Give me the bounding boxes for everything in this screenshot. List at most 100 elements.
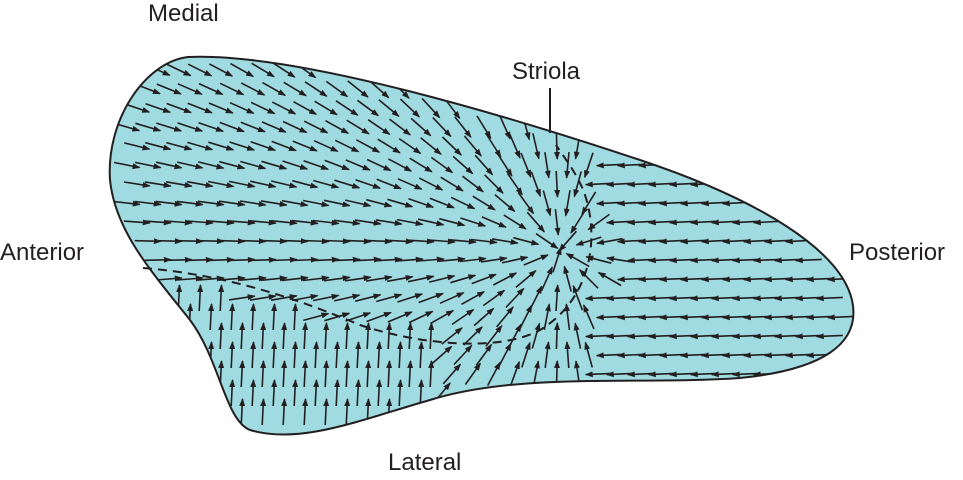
polarity-arrow (113, 200, 141, 207)
polarity-arrow (365, 275, 393, 282)
polarity-arrow (155, 200, 183, 207)
polarity-arrow (313, 379, 320, 407)
polarity-arrow (144, 181, 172, 188)
polarity-arrow (271, 180, 298, 189)
polarity-arrow (563, 190, 571, 217)
polarity-arrow (156, 83, 182, 95)
polarity-arrow (544, 152, 551, 179)
polarity-arrow (271, 140, 297, 152)
polarity-arrow (177, 83, 203, 95)
polarity-arrow (292, 140, 318, 152)
polarity-arrow (250, 341, 257, 369)
polarity-arrow (464, 362, 481, 386)
polarity-arrow (239, 200, 267, 207)
polarity-arrow (459, 256, 487, 263)
polarity-arrow (476, 115, 492, 139)
polarity-arrow (407, 274, 435, 283)
polarity-arrow (261, 121, 287, 133)
polarity-arrow (376, 341, 383, 369)
polarity-arrow (356, 139, 381, 153)
polarity-arrow (304, 81, 328, 97)
polarity-arrow (208, 303, 215, 331)
polarity-arrow (291, 293, 319, 302)
polarity-arrow (260, 360, 267, 388)
polarity-arrow (826, 314, 854, 321)
polarity-arrow (397, 341, 404, 369)
polarity-arrow (303, 159, 330, 171)
polarity-arrow (209, 63, 234, 77)
polarity-arrow (145, 102, 172, 114)
polarity-arrow (250, 379, 257, 407)
polarity-arrow (418, 177, 444, 191)
polarity-arrow (584, 341, 594, 368)
polarity-arrow (345, 199, 372, 208)
polarity-arrow (177, 161, 204, 170)
polarity-arrow (498, 342, 512, 367)
polarity-arrow (249, 219, 277, 226)
polarity-arrow (334, 379, 341, 407)
polarity-arrow (752, 219, 780, 226)
polarity-arrow (344, 322, 351, 350)
polarity-arrow (450, 274, 477, 284)
polarity-arrow (166, 63, 192, 77)
polarity-arrow (581, 191, 597, 215)
polarity-arrow (239, 398, 246, 426)
polarity-arrow (344, 275, 372, 282)
polarity-arrow (176, 200, 204, 207)
polarity-arrow (421, 97, 441, 119)
polarity-arrow (503, 214, 527, 230)
polarity-arrow (408, 198, 435, 208)
polarity-arrow (564, 341, 571, 369)
polarity-arrow (509, 360, 521, 387)
polarity-arrow (333, 219, 361, 226)
polarity-arrow (378, 99, 400, 117)
polarity-arrow (449, 238, 477, 245)
polarity-arrow (355, 179, 382, 189)
polarity-arrow (123, 219, 151, 226)
lateral-label: Lateral (388, 449, 462, 476)
polarity-arrow (366, 198, 393, 208)
anterior-label: Anterior (0, 239, 85, 266)
striola-label: Striola (512, 58, 581, 85)
polarity-arrow (323, 275, 351, 282)
polarity-arrow (794, 257, 822, 264)
polarity-arrow (282, 160, 309, 170)
polarity-arrow (544, 341, 551, 369)
polarity-arrow (166, 102, 192, 114)
polarity-arrow (441, 136, 462, 156)
polarity-arrow (552, 246, 562, 273)
polarity-arrow (442, 363, 462, 385)
polarity-arrow (345, 159, 371, 171)
polarity-arrow (495, 306, 514, 328)
polarity-arrow (572, 284, 584, 311)
polarity-arrow (578, 269, 599, 289)
polarity-arrow (397, 293, 424, 303)
polarity-arrow (472, 195, 496, 211)
polarity-arrow (407, 322, 414, 350)
polarity-arrow (177, 122, 204, 132)
polarity-arrow (521, 341, 531, 368)
polarity-arrow (250, 101, 276, 115)
polarity-arrow (325, 80, 349, 98)
polarity-arrow (281, 199, 309, 208)
polarity-arrow (461, 291, 486, 305)
polarity-arrow (582, 304, 595, 330)
polarity-arrow (270, 256, 298, 263)
polarity-arrow (439, 291, 465, 305)
polarity-arrow (260, 275, 288, 282)
polarity-arrow (420, 137, 442, 155)
polarity-arrow (230, 62, 255, 78)
polarity-arrow (292, 379, 299, 407)
polarity-arrow (354, 256, 382, 263)
polarity-arrow (540, 266, 553, 292)
polarity-arrow (494, 193, 516, 213)
polarity-arrow (409, 157, 433, 173)
polarity-arrow (208, 141, 235, 151)
polarity-arrow (344, 238, 372, 245)
polarity-arrow (261, 160, 288, 170)
polarity-arrow (491, 238, 519, 245)
polarity-arrow (470, 238, 498, 245)
polarity-arrow (344, 398, 351, 426)
polarity-arrow (377, 138, 401, 154)
